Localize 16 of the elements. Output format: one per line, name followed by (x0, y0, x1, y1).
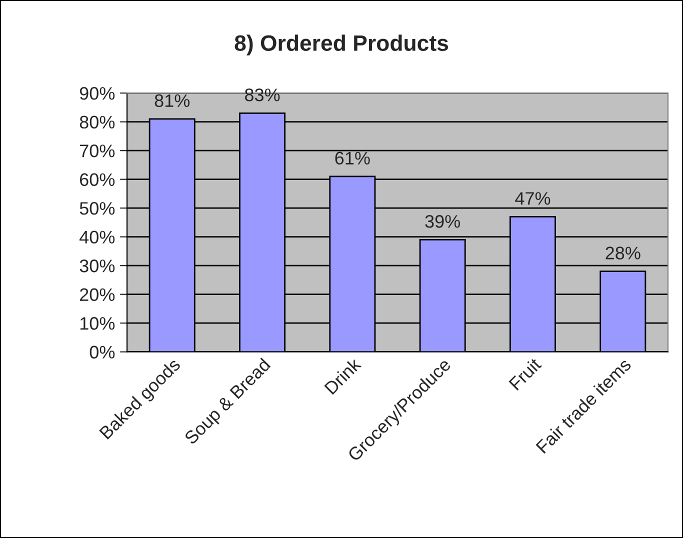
chart-title: 8) Ordered Products (234, 34, 448, 56)
data-label: 28% (606, 246, 640, 260)
y-tick-label: 40% (80, 230, 115, 244)
y-tick-label: 20% (80, 288, 115, 302)
y-tick-label: 10% (80, 317, 115, 330)
data-label: 47% (515, 192, 550, 205)
data-label: 39% (425, 215, 460, 228)
y-tick-label: 80% (80, 116, 115, 129)
y-tick-label: 60% (80, 173, 115, 186)
data-label: 81% (154, 94, 190, 108)
y-tick-label: 50% (80, 202, 115, 215)
data-label: 61% (335, 152, 370, 165)
y-tick-label: 70% (80, 144, 115, 158)
y-tick-label: 90% (80, 87, 115, 100)
y-tick-label: 30% (80, 260, 115, 272)
y-tick-label: 0% (90, 346, 115, 359)
